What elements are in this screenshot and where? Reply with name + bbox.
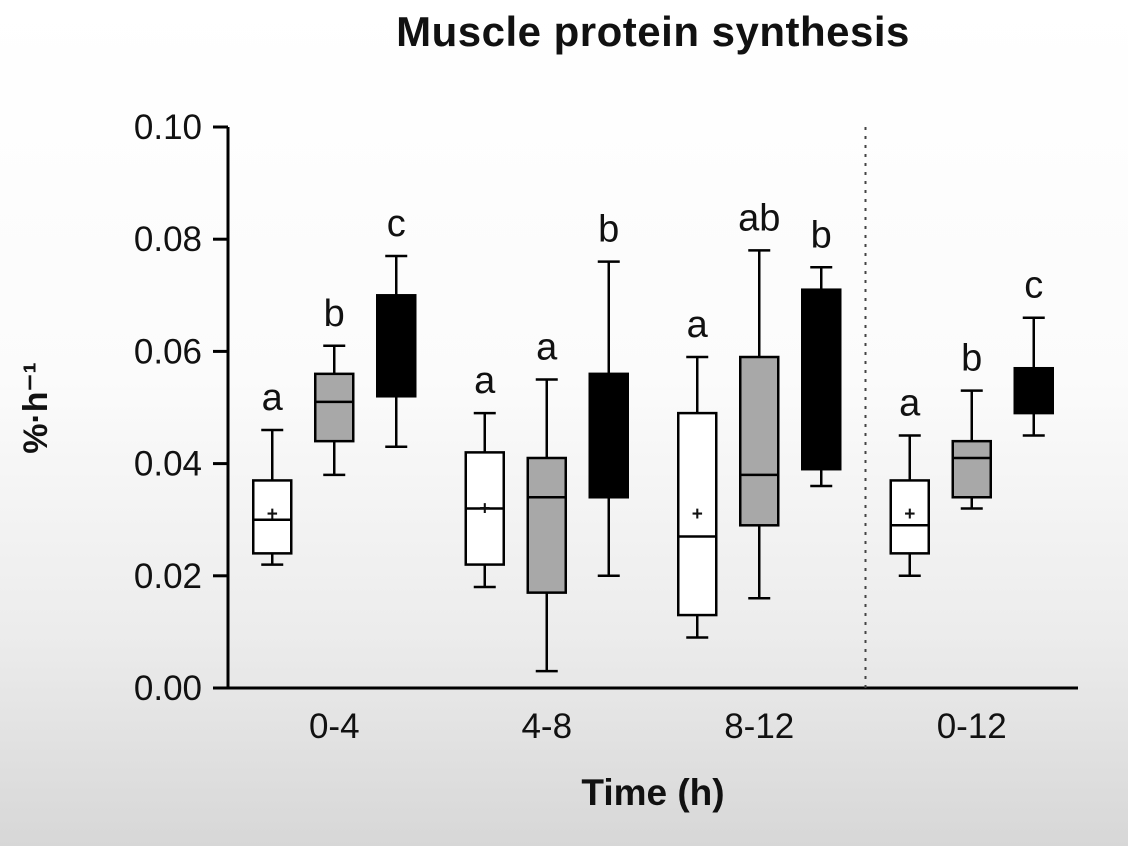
- significance-letter: a: [474, 360, 496, 402]
- significance-letter: a: [899, 383, 921, 425]
- white-box: [889, 479, 930, 555]
- x-axis-label: Time (h): [581, 772, 725, 813]
- significance-letter: c: [387, 203, 406, 245]
- significance-letter: ab: [738, 197, 780, 239]
- y-tick-label: 0.02: [134, 557, 202, 596]
- white-box: [677, 411, 718, 617]
- significance-letter: a: [536, 326, 558, 368]
- significance-letter: b: [598, 209, 619, 251]
- y-tick-label: 0.04: [134, 445, 202, 484]
- x-tick-label: 4-8: [521, 707, 572, 746]
- black-box: [1013, 366, 1054, 415]
- x-tick-label: 8-12: [724, 707, 794, 746]
- black-box: [801, 288, 842, 471]
- y-tick-label: 0.08: [134, 220, 202, 259]
- white-box-mean-marker: +: [692, 504, 703, 525]
- y-tick-label: 0.00: [134, 669, 202, 708]
- significance-letter: b: [961, 338, 982, 380]
- white-box-mean-marker: +: [479, 498, 490, 519]
- white-box-mean-marker: +: [904, 504, 915, 525]
- significance-letter: a: [687, 304, 709, 346]
- y-tick-label: 0.10: [134, 108, 202, 147]
- black-box: [588, 372, 629, 499]
- white-box: [252, 479, 293, 555]
- white-box-mean-marker: +: [267, 504, 278, 525]
- gray-box: [739, 355, 780, 527]
- black-box: [376, 294, 417, 398]
- significance-letter: a: [262, 377, 284, 419]
- x-tick-label: 0-4: [309, 707, 360, 746]
- x-tick-label: 0-12: [937, 707, 1007, 746]
- gray-box: [526, 456, 567, 594]
- significance-letter: b: [811, 214, 832, 256]
- gray-box: [951, 439, 992, 499]
- gray-box: [314, 372, 355, 443]
- significance-letter: c: [1024, 265, 1043, 307]
- y-tick-label: 0.06: [134, 332, 202, 371]
- chart-title: Muscle protein synthesis: [396, 8, 910, 55]
- significance-letter: b: [324, 293, 345, 335]
